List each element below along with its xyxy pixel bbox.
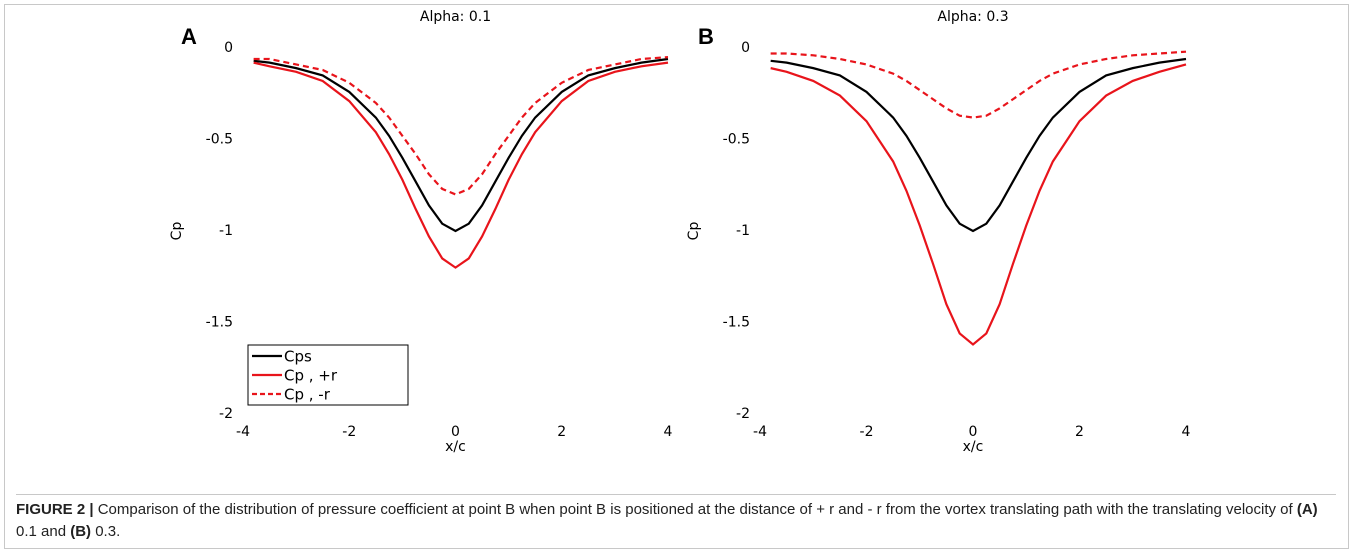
legend-label: Cps: [284, 348, 312, 366]
x-tick-label: -4: [236, 424, 250, 440]
x-tick-label: 2: [1075, 424, 1084, 440]
y-tick-label: -1.5: [723, 315, 750, 331]
series-line: [770, 50, 1187, 119]
series-line: [770, 63, 1187, 346]
series-line: [253, 56, 669, 196]
caption-text: Comparison of the distribution of pressu…: [97, 501, 1293, 518]
caption-text: 0.1 and: [16, 523, 67, 540]
y-tick-label: -2: [219, 406, 233, 422]
x-tick-label: 2: [557, 424, 566, 440]
x-tick-label: -2: [860, 424, 874, 440]
x-tick-label: 4: [664, 424, 673, 440]
y-tick-label: 0: [224, 40, 233, 56]
y-tick-label: -1.5: [206, 315, 233, 331]
x-tick-label: 4: [1182, 424, 1191, 440]
y-tick-label: -1: [219, 223, 233, 239]
figure-frame: [4, 4, 1349, 549]
caption-label: FIGURE 2 |: [16, 501, 94, 518]
x-axis-label: x/c: [963, 439, 984, 455]
y-tick-label: -1: [736, 223, 750, 239]
caption-text: 0.3.: [95, 523, 121, 540]
caption: FIGURE 2 | Comparison of the distributio…: [16, 494, 1336, 543]
y-tick-label: -0.5: [723, 132, 750, 148]
y-axis-label: Cp: [686, 222, 702, 241]
series-line: [770, 57, 1187, 233]
x-tick-label: 0: [451, 424, 460, 440]
panel-label: A: [181, 24, 197, 49]
y-axis-label: Cp: [169, 222, 185, 241]
chart-title: Alpha: 0.3: [937, 9, 1008, 25]
caption-ref: (A): [1296, 501, 1318, 518]
series-line: [253, 57, 669, 233]
y-tick-label: -0.5: [206, 132, 233, 148]
caption-ref: (B): [70, 523, 92, 540]
chart-title: Alpha: 0.1: [420, 9, 491, 25]
x-tick-label: -2: [342, 424, 356, 440]
legend-label: Cp , +r: [284, 367, 338, 385]
y-tick-label: 0: [741, 40, 750, 56]
series-line: [253, 61, 669, 269]
panel-label: B: [698, 24, 714, 49]
x-tick-label: -4: [753, 424, 767, 440]
x-axis-label: x/c: [445, 439, 466, 455]
y-tick-label: -2: [736, 406, 750, 422]
legend-label: Cp , -r: [284, 386, 331, 404]
x-tick-label: 0: [969, 424, 978, 440]
